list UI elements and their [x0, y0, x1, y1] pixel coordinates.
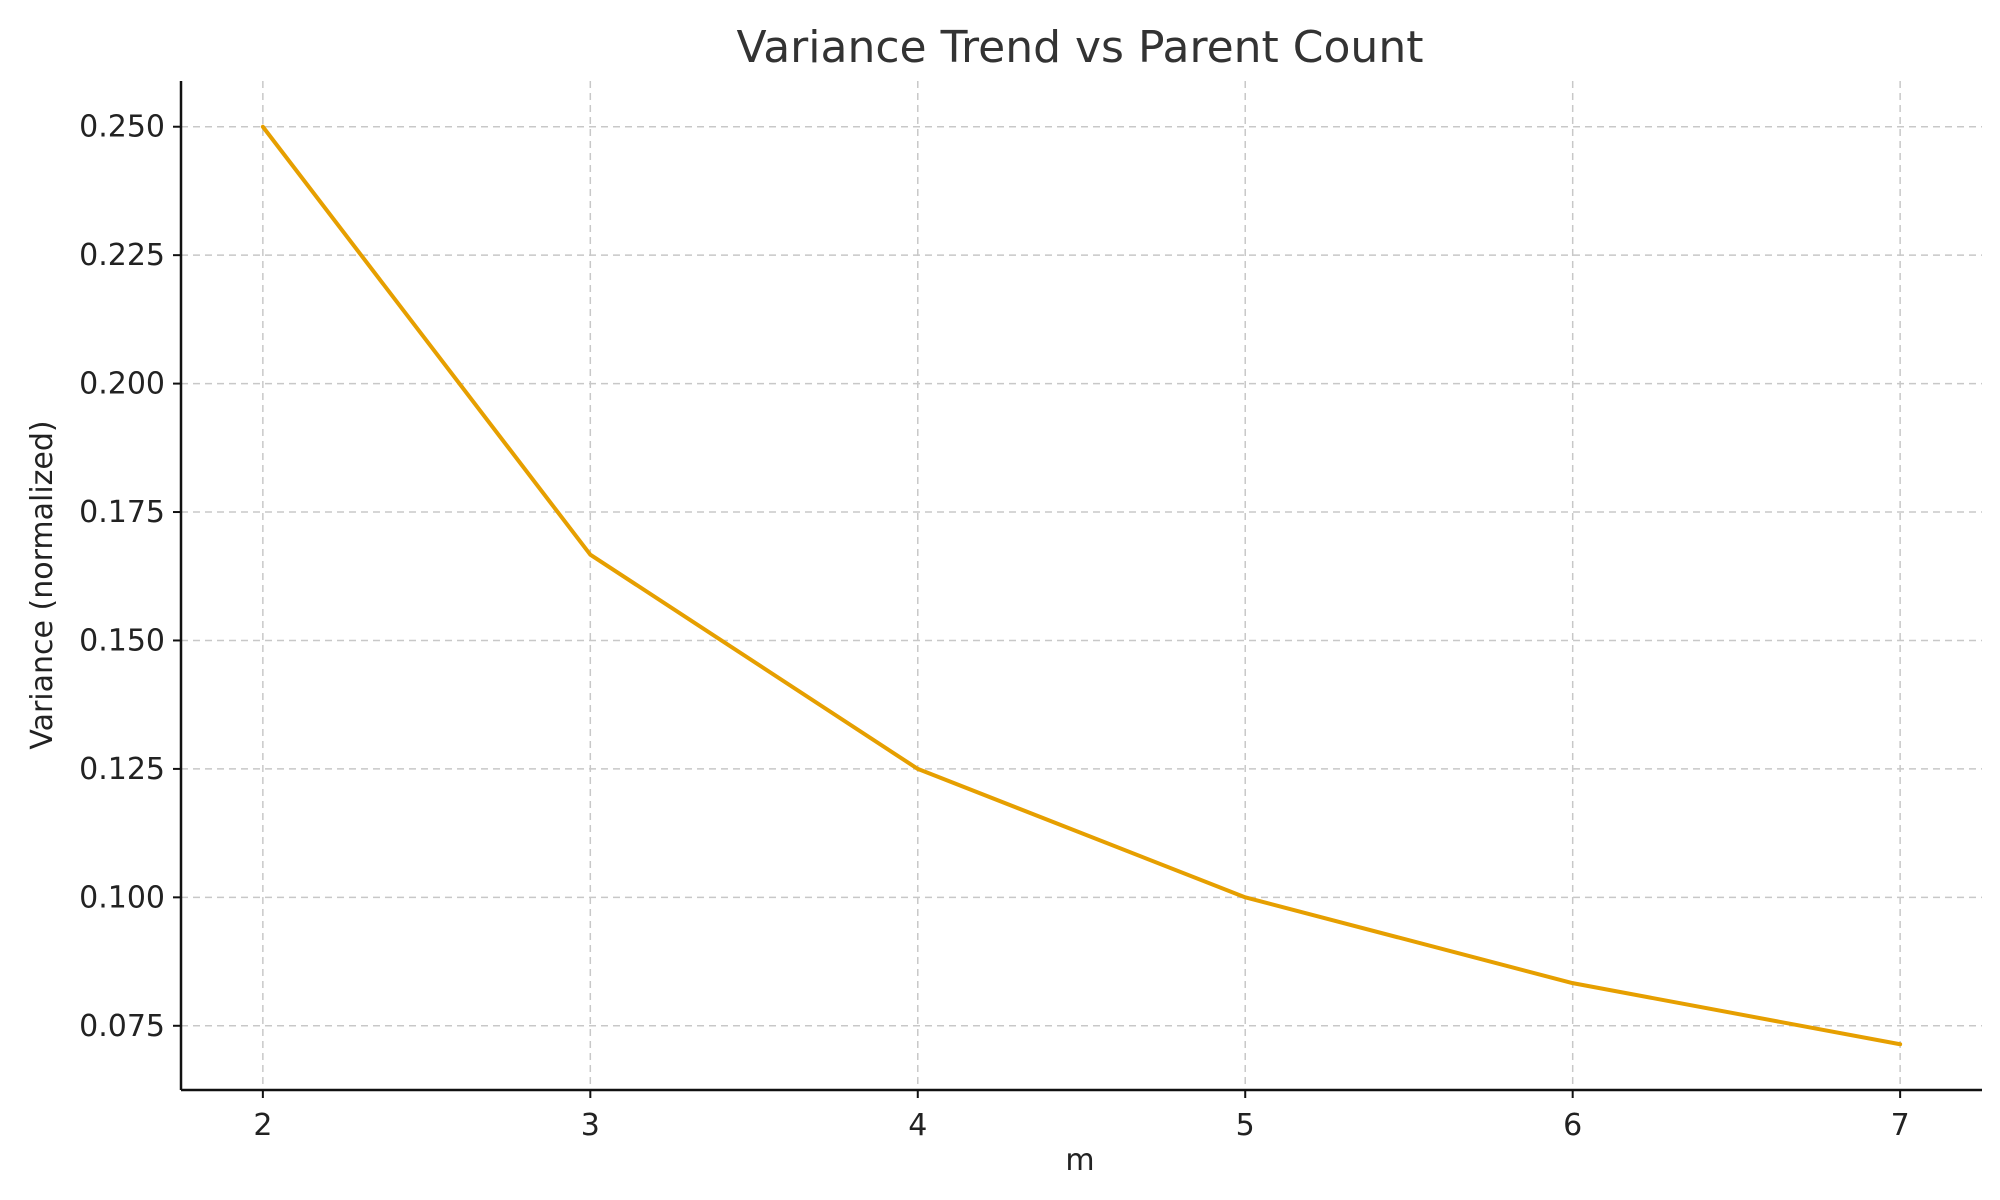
x-axis-label: m — [1065, 1143, 1094, 1178]
y-tick-label-4: 0.175 — [79, 495, 165, 530]
grid-layer — [181, 81, 1982, 1090]
x-tick-label-2: 4 — [908, 1108, 927, 1143]
y-tick-label-1: 0.100 — [79, 880, 165, 915]
chart-title: Variance Trend vs Parent Count — [737, 22, 1424, 73]
x-tick-label-1: 3 — [581, 1108, 600, 1143]
x-tick-label-4: 6 — [1563, 1108, 1582, 1143]
x-tick-label-5: 7 — [1891, 1108, 1910, 1143]
x-tick-label-3: 5 — [1236, 1108, 1255, 1143]
series-layer — [260, 124, 1903, 1047]
y-axis-label: Variance (normalized) — [25, 420, 60, 749]
y-tick-label-6: 0.225 — [79, 238, 165, 273]
y-tick-label-0: 0.075 — [79, 1009, 165, 1044]
series-line-0 — [260, 124, 1903, 1047]
x-tick-label-0: 2 — [253, 1108, 272, 1143]
axes-layer: 2 3 4 5 6 7 0.075 0.100 0.125 0.150 0.175 0.200 0.22… — [79, 81, 1982, 1143]
y-tick-label-7: 0.250 — [79, 110, 165, 145]
y-tick-label-2: 0.125 — [79, 752, 165, 787]
y-tick-label-3: 0.150 — [79, 623, 165, 658]
y-tick-label-5: 0.200 — [79, 367, 165, 402]
